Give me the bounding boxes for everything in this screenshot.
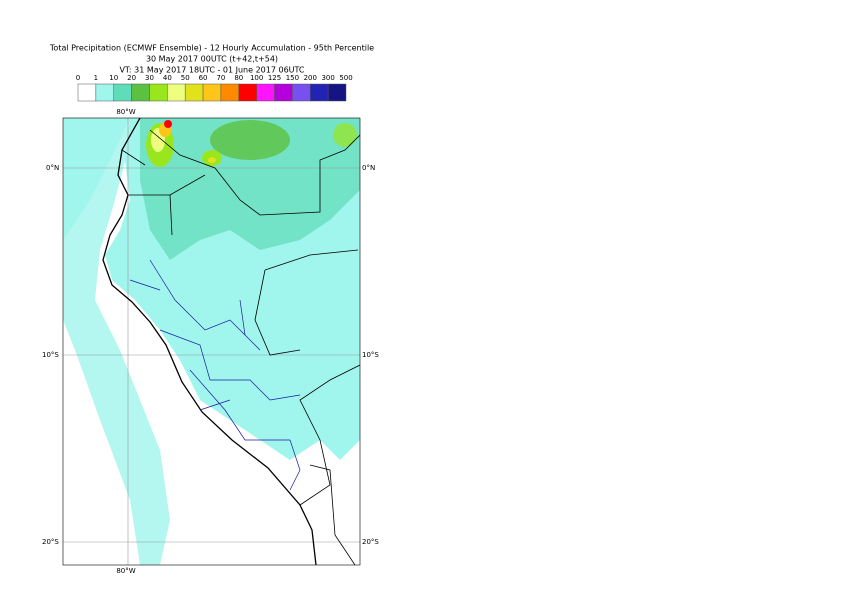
legend-label: 1: [94, 74, 98, 82]
subtitle: 30 May 2017 00UTC (t+42,t+54): [146, 55, 278, 64]
color-swatch: [292, 83, 311, 102]
color-swatch: [77, 83, 97, 102]
color-swatch: [113, 83, 132, 102]
legend-label: 100: [250, 74, 263, 82]
legend-label: 30: [145, 74, 154, 82]
legend-label: 80: [234, 74, 243, 82]
color-swatch: [131, 83, 150, 102]
legend-label: 500: [339, 74, 352, 82]
color-swatch: [310, 83, 329, 102]
lat-label: 0°N: [46, 164, 59, 172]
legend-label: 10: [109, 74, 118, 82]
color-swatch: [327, 83, 347, 102]
legend-label: 40: [163, 74, 172, 82]
map: [63, 118, 360, 565]
map-frame: [62, 117, 361, 566]
title: Total Precipitation (ECMWF Ensemble) - 1…: [49, 44, 374, 53]
color-swatch: [220, 83, 240, 102]
legend-label: 200: [304, 74, 317, 82]
legend-label: 125: [268, 74, 281, 82]
legend-label: 60: [199, 74, 208, 82]
valid-time: VT: 31 May 2017 18UTC - 01 June 2017 06U…: [119, 66, 304, 75]
color-swatch: [167, 83, 186, 102]
lon-label: 80°W: [116, 567, 135, 575]
lon-label: 80°W: [116, 108, 135, 116]
colorbar: 0 1 10 20 30 40 50 60 70 80 100 125 150 200 300 500: [76, 74, 353, 102]
legend-label: 0: [76, 74, 80, 82]
lat-label: 20°S: [42, 538, 59, 546]
lat-label: 20°S: [362, 538, 379, 546]
lat-label: 10°S: [362, 351, 379, 359]
legend-label: 300: [321, 74, 334, 82]
lat-label: 10°S: [42, 351, 59, 359]
color-swatch: [238, 83, 257, 102]
color-swatch: [202, 83, 222, 102]
color-swatch: [149, 83, 168, 102]
color-swatch: [274, 83, 293, 102]
lat-label: 0°N: [362, 164, 375, 172]
color-swatch: [256, 83, 275, 102]
legend-label: 150: [286, 74, 299, 82]
color-swatch: [95, 83, 114, 102]
color-swatch: [184, 83, 204, 102]
legend-label: 50: [181, 74, 190, 82]
legend-label: 20: [127, 74, 136, 82]
legend-label: 70: [216, 74, 225, 82]
